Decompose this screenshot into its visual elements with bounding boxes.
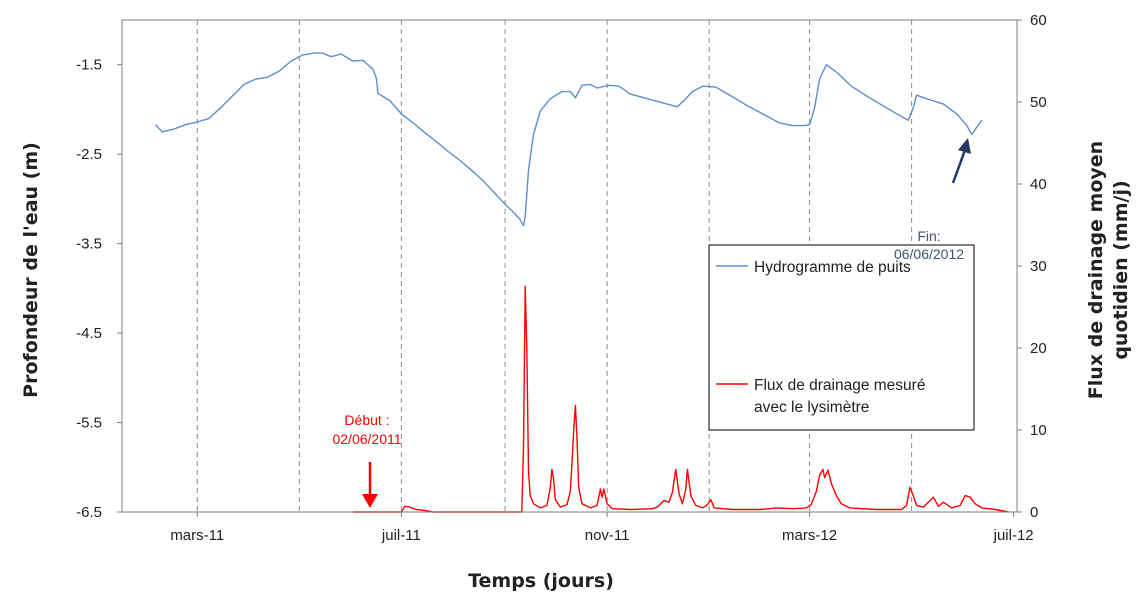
y-right-tick-label: 30 (1030, 258, 1047, 275)
x-tick-label: juil-11 (381, 527, 421, 544)
annotation-fin-arrow-head (958, 138, 971, 154)
y-left-tick-label: -4.5 (76, 325, 102, 342)
annotation-debut-line1: Début : (344, 412, 389, 428)
gridlines (196, 20, 913, 512)
x-tick-label: mars-11 (170, 527, 224, 544)
y-right-tick-label: 10 (1030, 422, 1047, 439)
y-right-tick-label: 60 (1030, 12, 1047, 29)
annotation-fin: Fin: 06/06/2012 (894, 138, 971, 262)
y-left-tick-label: -2.5 (76, 146, 102, 163)
annotation-fin-line1: Fin: (917, 228, 940, 244)
series-group (154, 52, 1009, 513)
legend: Hydrogramme de puits Flux de drainage me… (708, 244, 975, 431)
y-left-tick-label: -6.5 (76, 504, 102, 521)
legend-label-flux-line1: Flux de drainage mesuré (754, 377, 925, 394)
x-tick-label: juil-12 (993, 527, 1034, 544)
annotation-fin-line2: 06/06/2012 (894, 246, 964, 262)
left-axis-ticks: -1.5 -2.5 -3.5 -4.5 -5.5 -6.5 (76, 57, 122, 521)
annotation-debut-arrow-head (362, 494, 378, 508)
y-axis-left-title: Profondeur de l'eau (m) (20, 142, 42, 398)
x-axis-ticks: mars-11 juil-11 nov-11 mars-12 juil-12 (170, 512, 1034, 544)
y-right-tick-label: 20 (1030, 340, 1047, 357)
series-line-hydrogramme (154, 52, 983, 227)
annotation-debut-line2: 02/06/2011 (332, 431, 401, 447)
series-line-flux-drainage (352, 285, 1009, 513)
y-right-tick-label: 50 (1030, 94, 1047, 111)
y-right-tick-label: 0 (1030, 504, 1038, 521)
y-right-tick-label: 40 (1030, 176, 1047, 193)
legend-box (708, 244, 975, 431)
y-left-tick-label: -5.5 (76, 415, 102, 432)
y-left-tick-label: -1.5 (76, 57, 102, 74)
legend-label-flux-line2: avec le lysimètre (754, 399, 869, 416)
annotation-debut: Début : 02/06/2011 (332, 412, 402, 508)
y-axis-right-title-line2: quotidien (mm/j) (1110, 180, 1132, 359)
annotation-fin-arrow-shaft (951, 149, 967, 184)
y-axis-right-title-line1: Flux de drainage moyen (1085, 141, 1107, 399)
legend-label-hydrogramme: Hydrogramme de puits (754, 259, 911, 276)
y-left-tick-label: -3.5 (76, 236, 102, 253)
right-axis-ticks: 0 10 20 30 40 50 60 (1017, 12, 1047, 521)
x-axis-title: Temps (jours) (468, 570, 614, 592)
x-tick-label: mars-12 (782, 527, 837, 544)
x-tick-label: nov-11 (585, 527, 630, 544)
